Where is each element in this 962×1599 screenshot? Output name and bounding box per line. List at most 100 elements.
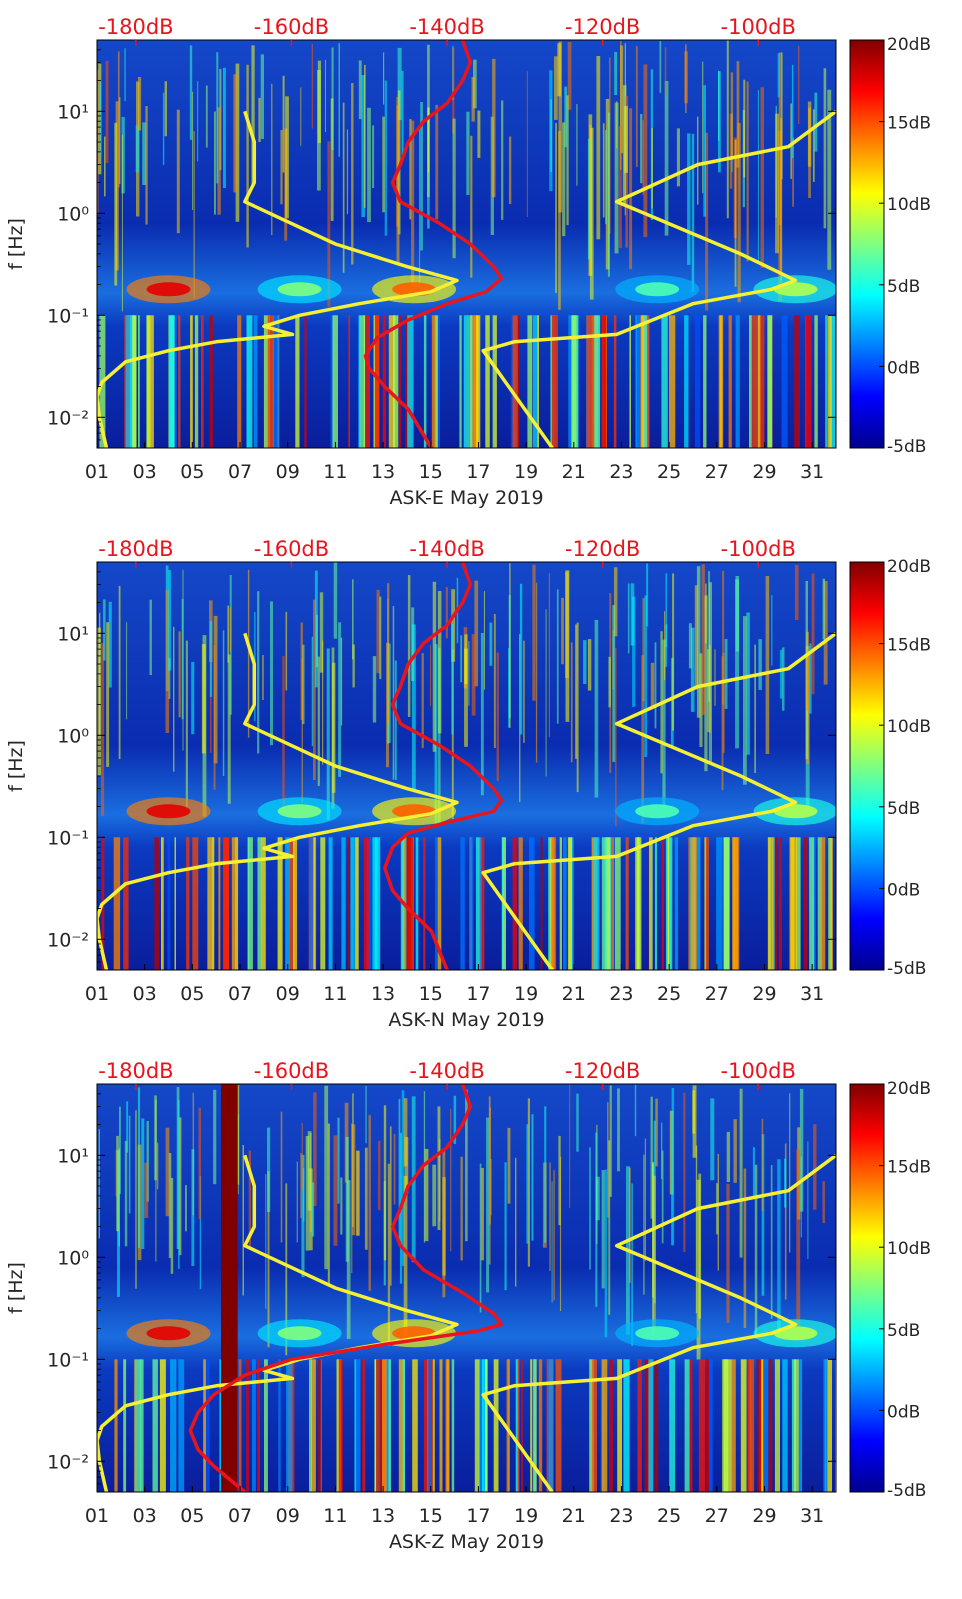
spectral-streak <box>156 1142 159 1190</box>
spectral-streak <box>558 1135 561 1226</box>
spectral-streak <box>779 649 783 699</box>
spectral-streak <box>473 59 477 109</box>
low-frequency-band <box>402 1359 405 1492</box>
x-tick-label: 03 <box>133 461 157 483</box>
spectral-streak <box>216 52 219 184</box>
spectral-streak <box>664 611 666 680</box>
spectral-streak <box>346 129 349 215</box>
spectral-streak <box>178 631 181 718</box>
spectral-streak <box>394 660 397 780</box>
low-frequency-band <box>703 315 707 448</box>
top-axis-tick-label: -120dB <box>565 15 640 39</box>
spectral-streak <box>222 630 225 776</box>
low-frequency-band <box>529 837 535 970</box>
x-tick-label: 17 <box>466 1505 490 1527</box>
low-frequency-band <box>515 1359 520 1492</box>
low-frequency-band <box>293 837 298 970</box>
colorbar-tick-label: 0dB <box>887 1402 920 1422</box>
spectral-streak <box>185 1185 187 1232</box>
spectral-streak <box>726 40 729 219</box>
spectral-streak <box>507 1127 511 1204</box>
low-frequency-band <box>794 1359 799 1492</box>
x-tick-label: 21 <box>562 983 586 1005</box>
spectral-streak <box>118 585 121 760</box>
spectral-streak <box>155 1100 157 1262</box>
spectral-streak <box>566 95 569 226</box>
x-tick-label: 11 <box>323 461 347 483</box>
spectral-streak <box>242 1145 244 1296</box>
panel-ask-e: 01 03 05 07 09 11 13 15 17 19 21 23 25 27 29 31 ASK-E Ma… <box>5 15 931 509</box>
x-tick-label: 09 <box>276 461 300 483</box>
y-axis-label: f [Hz] <box>5 740 27 792</box>
spectral-streak <box>450 1108 452 1252</box>
x-tick-label: 01 <box>85 1505 109 1527</box>
low-frequency-band <box>203 1359 210 1492</box>
spectral-streak <box>651 128 653 209</box>
top-axis-tick-label: -140dB <box>409 15 484 39</box>
x-tick-label: 05 <box>180 461 204 483</box>
y-tick-label: 10⁻² <box>47 929 89 951</box>
spectral-streak <box>784 1158 787 1208</box>
low-frequency-band <box>688 837 691 970</box>
low-frequency-band <box>559 837 562 970</box>
microseism-core <box>146 282 191 297</box>
low-frequency-band <box>716 837 723 970</box>
spectral-streak <box>555 122 557 294</box>
spectral-streak <box>300 87 302 146</box>
low-frequency-band <box>613 315 617 448</box>
spectral-streak <box>164 81 167 137</box>
spectral-streak <box>721 656 724 790</box>
spectral-streak <box>569 1084 571 1209</box>
spectral-streak <box>451 624 454 735</box>
spectral-streak <box>752 1147 755 1198</box>
spectrogram-image <box>97 562 836 970</box>
yellow-curve-1 <box>97 110 459 448</box>
spectral-streak <box>296 1161 298 1243</box>
spectral-streak <box>601 1170 605 1289</box>
colorbar-tick-label: 10dB <box>887 1239 931 1259</box>
spectral-streak <box>282 75 285 173</box>
spectral-streak <box>383 1105 387 1261</box>
spectral-streak <box>121 134 123 312</box>
spectral-streak <box>654 642 657 729</box>
spectral-streak <box>271 83 273 235</box>
colorbar-gradient <box>849 1083 885 1493</box>
low-frequency-band <box>278 1359 281 1492</box>
top-axis-tick-label: -100dB <box>721 1059 796 1083</box>
microseism-core <box>635 1326 680 1341</box>
spectral-streak <box>480 633 484 796</box>
low-frequency-band <box>567 837 573 970</box>
low-frequency-band <box>382 1359 388 1492</box>
low-frequency-band <box>231 837 237 970</box>
low-frequency-band <box>518 837 523 970</box>
spectral-streak <box>118 1148 120 1247</box>
low-frequency-band <box>222 837 229 970</box>
spectral-streak <box>790 103 792 179</box>
spectral-streak <box>384 80 387 236</box>
low-frequency-band <box>415 837 419 970</box>
x-tick-label: 13 <box>371 1505 395 1527</box>
spectral-streak <box>652 1175 656 1333</box>
spectral-streak <box>827 89 832 270</box>
spectral-streak <box>716 1183 719 1235</box>
spectral-streak <box>754 1164 758 1339</box>
low-frequency-band <box>140 1359 144 1492</box>
spectral-streak <box>671 1087 675 1246</box>
top-axis-tick-label: -180dB <box>98 537 173 561</box>
spectral-streak <box>104 136 106 197</box>
spectral-streak <box>282 656 285 815</box>
spectral-streak <box>708 582 712 763</box>
low-frequency-band <box>782 1359 788 1492</box>
spectral-streak <box>501 100 504 220</box>
spectral-streak <box>403 1175 408 1340</box>
low-frequency-band <box>781 315 788 448</box>
spectral-streak <box>527 1098 530 1267</box>
spectral-streak <box>311 1182 315 1237</box>
low-frequency-band <box>130 315 135 448</box>
spectral-streak <box>119 1106 121 1194</box>
spectral-streak <box>257 591 260 754</box>
low-frequency-band <box>134 1359 141 1492</box>
low-frequency-band <box>533 315 539 448</box>
low-frequency-band <box>271 315 274 448</box>
